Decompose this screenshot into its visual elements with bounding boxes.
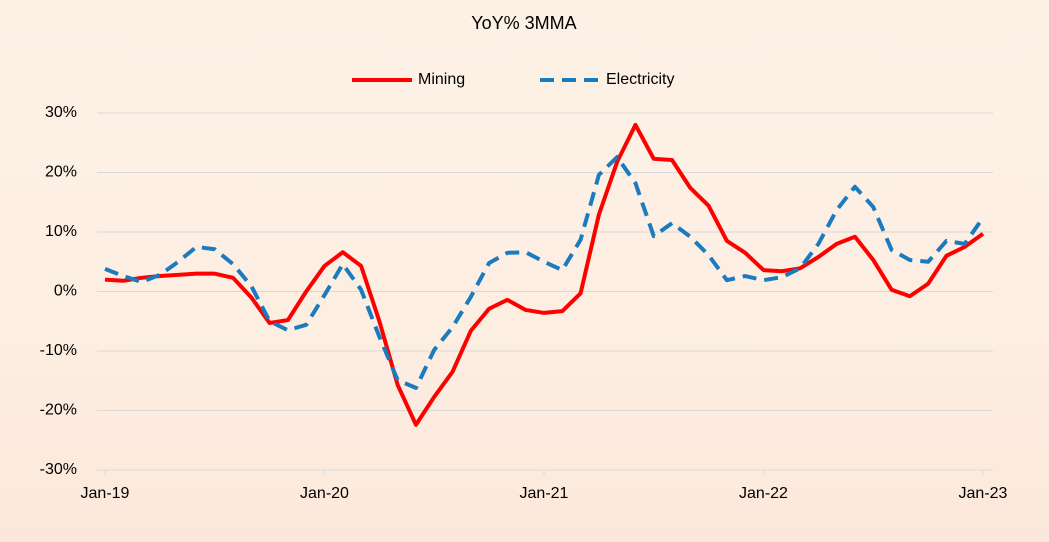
legend-label: Electricity xyxy=(606,71,674,88)
line-series xyxy=(104,155,985,390)
x-tick-label: Jan-21 xyxy=(520,485,569,502)
chart-title: YoY% 3MMA xyxy=(471,13,576,33)
y-tick-label: 0% xyxy=(54,283,77,300)
x-tick-label: Jan-22 xyxy=(739,485,788,502)
y-tick-label: -30% xyxy=(40,461,77,478)
x-tick-label: Jan-19 xyxy=(81,485,130,502)
x-tick-label: Jan-23 xyxy=(959,485,1008,502)
y-tick-label: -20% xyxy=(40,402,77,419)
x-tick-label: Jan-20 xyxy=(300,485,349,502)
y-tick-label: 30% xyxy=(45,104,77,121)
y-tick-label: 20% xyxy=(45,164,77,181)
line-series xyxy=(104,122,985,427)
y-tick-label: 10% xyxy=(45,223,77,240)
y-tick-label: -10% xyxy=(40,342,77,359)
legend-label: Mining xyxy=(418,71,465,88)
